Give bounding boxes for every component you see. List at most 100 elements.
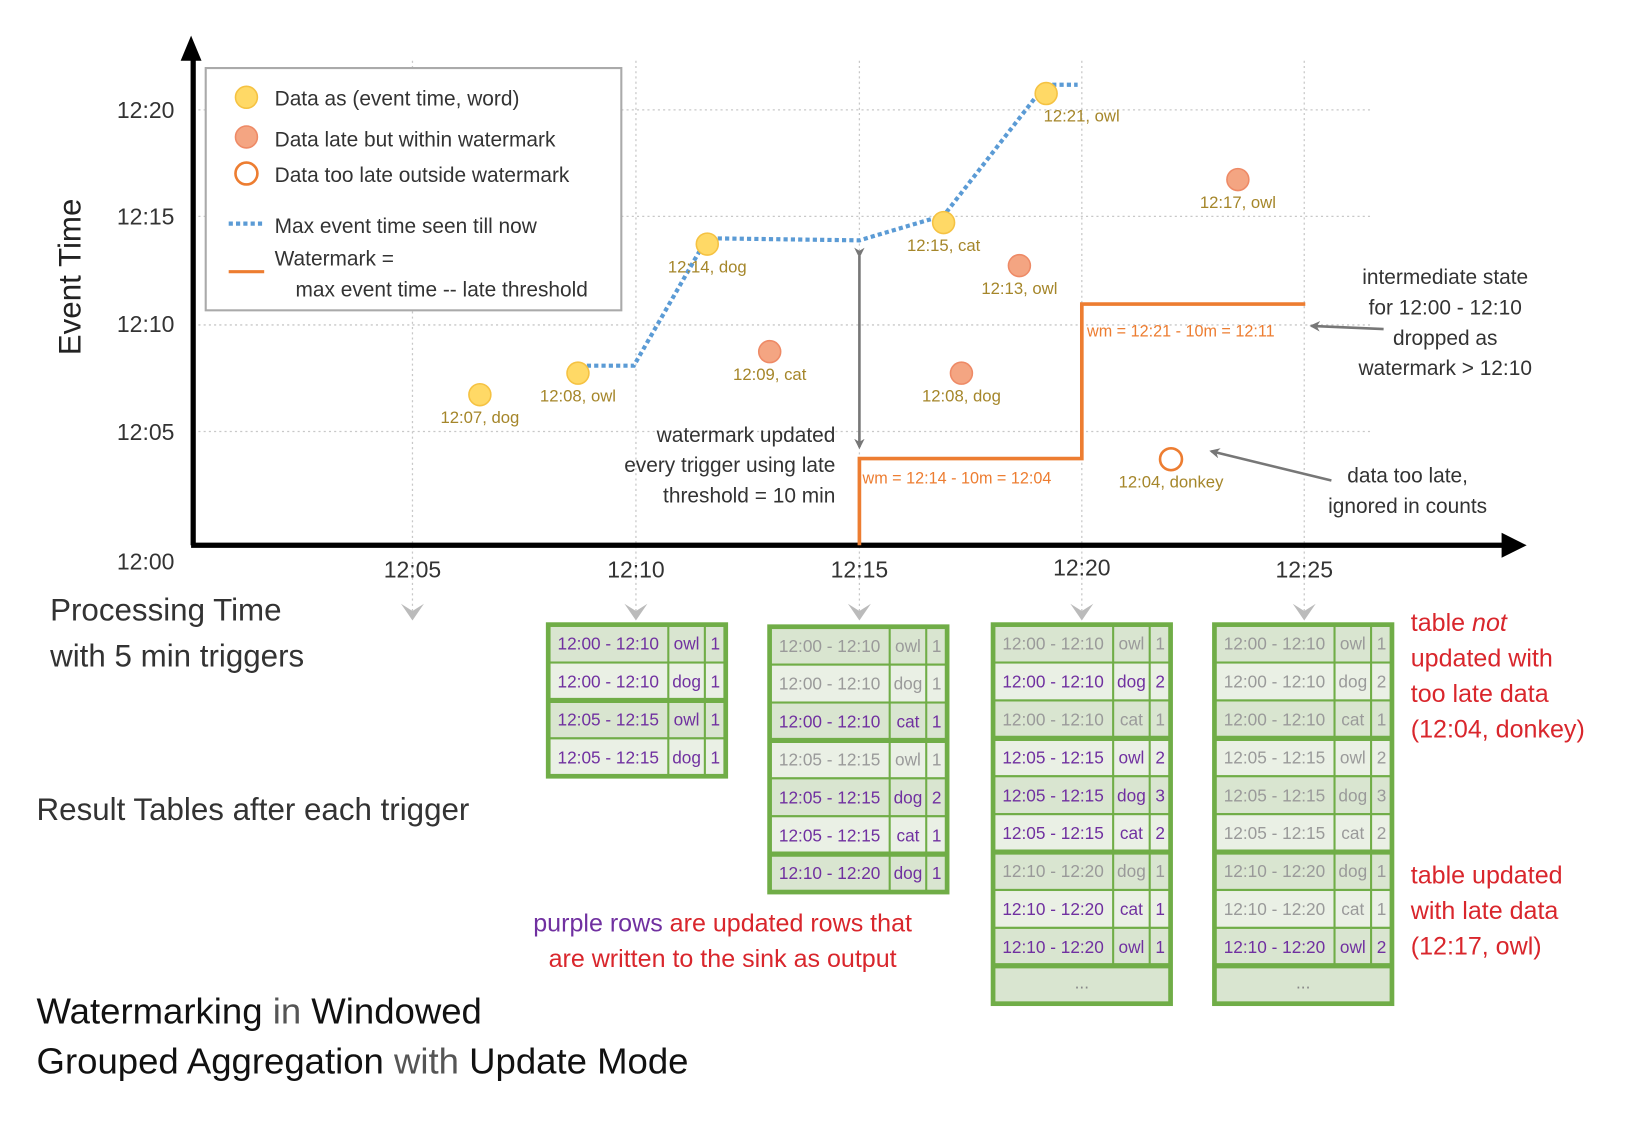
- ellipsis-text: ...: [1296, 973, 1310, 993]
- window-cell: 12:00 - 12:10: [1224, 672, 1325, 692]
- window-cell: 12:00 - 12:10: [1002, 634, 1103, 654]
- intermediate-state-note: dropped as: [1393, 327, 1497, 350]
- updated-note: with late data: [1410, 897, 1559, 925]
- watermark-label: wm = 12:21 - 10m = 12:11: [1086, 322, 1275, 340]
- late-dot-icon: [234, 125, 259, 149]
- word-cell: dog: [894, 787, 923, 807]
- point-label: 12:07, dog: [440, 408, 519, 427]
- row-background: [1213, 661, 1394, 702]
- table-row: 12:00 - 12:10 cat 1: [768, 701, 949, 742]
- word-cell: cat: [1120, 823, 1143, 843]
- count-cell: 1: [711, 747, 721, 767]
- count-cell: 3: [1377, 785, 1387, 805]
- on-time-dot-icon: [234, 85, 259, 110]
- table-row: 12:05 - 12:15 owl 1: [547, 697, 727, 740]
- count-cell: 1: [711, 634, 721, 654]
- window-cell: 12:00 - 12:10: [1002, 710, 1103, 730]
- count-cell: 1: [1155, 937, 1165, 957]
- word-cell: dog: [1117, 861, 1146, 881]
- legend-watermark: Watermark =: [275, 247, 394, 270]
- table-row: 12:10 - 12:20 cat 1: [1213, 888, 1394, 929]
- x-axis-label: Processing Time: [50, 592, 281, 627]
- not-updated-note: updated with: [1411, 644, 1553, 672]
- count-cell: 1: [1155, 634, 1165, 654]
- window-cell: 12:05 - 12:15: [1002, 747, 1103, 767]
- too-late-note: data too late,: [1347, 465, 1468, 488]
- table-row: 12:05 - 12:15 dog 3: [992, 775, 1172, 816]
- table-row: 12:10 - 12:20 owl 2: [1213, 926, 1394, 967]
- intermediate-state-note: watermark > 12:10: [1357, 357, 1531, 380]
- word-cell: dog: [894, 863, 923, 883]
- title-word: in: [263, 991, 312, 1032]
- count-cell: 1: [1377, 710, 1387, 730]
- not-updated-note-emph: not: [1472, 609, 1508, 637]
- result-tables: 12:00 - 12:10 owl 112:00 - 12:10 dog 112:05 …: [545, 622, 1395, 1007]
- ellipsis-row: [992, 964, 1172, 1005]
- window-cell: 12:05 - 12:15: [779, 749, 880, 769]
- word-cell: owl: [895, 636, 921, 656]
- y-axis-arrow-icon: [180, 35, 202, 61]
- title-word: Grouped Aggregation: [37, 1041, 384, 1082]
- result-table: 12:00 - 12:10 owl 112:00 - 12:10 dog 212:00 …: [990, 622, 1173, 1007]
- word-cell: owl: [1119, 634, 1145, 654]
- result-table: 12:00 - 12:10 owl 112:00 - 12:10 dog 212:00 …: [1212, 622, 1395, 1007]
- purple-rows-note-line2: are written to the sink as output: [549, 945, 897, 973]
- legend-too-late: Data too late outside watermark: [275, 164, 570, 187]
- result-table: 12:00 - 12:10 owl 1 12:00 - 12:10 dog 112:00 …: [767, 624, 950, 895]
- x-tick: 12:25: [1276, 557, 1333, 583]
- y-tick: 12:15: [117, 204, 174, 230]
- word-cell: cat: [1341, 899, 1364, 919]
- word-cell: dog: [1117, 672, 1146, 692]
- point-label: 12:17, owl: [1200, 193, 1276, 212]
- table-border: [990, 622, 1173, 1007]
- point-label: 12:15, cat: [907, 236, 981, 255]
- axes: [180, 35, 1527, 558]
- point-label: 12:04, donkey: [1119, 472, 1224, 491]
- table-row: 12:00 - 12:10 cat 1: [1213, 699, 1394, 740]
- table-row: 12:00 - 12:10 dog 2: [992, 661, 1172, 702]
- intermediate-state-note: intermediate state: [1362, 266, 1528, 289]
- table-row: 12:00 - 12:10 dog 1: [768, 663, 949, 704]
- word-cell: owl: [1340, 937, 1366, 957]
- word-cell: dog: [672, 747, 701, 767]
- count-cell: 1: [932, 712, 942, 732]
- table-row: 12:05 - 12:15 cat 1: [768, 815, 949, 856]
- word-cell: dog: [672, 672, 701, 692]
- count-cell: 1: [932, 863, 942, 883]
- table-row: 12:10 - 12:20 dog 1: [992, 849, 1172, 892]
- table-row: 12:10 - 12:20 cat 1: [992, 888, 1172, 929]
- count-cell: 2: [932, 787, 942, 807]
- row-background: [768, 777, 949, 818]
- word-cell: cat: [1120, 899, 1143, 919]
- table-row: 12:05 - 12:15 owl 2: [992, 735, 1172, 778]
- y-tick: 12:10: [117, 311, 174, 337]
- word-cell: owl: [1340, 634, 1366, 654]
- late-point: [757, 339, 782, 364]
- on-time-point: [695, 232, 720, 256]
- word-cell: owl: [674, 634, 700, 654]
- watermark-updated-note: every trigger using late: [624, 454, 835, 477]
- word-cell: owl: [674, 710, 700, 730]
- table-row: 12:05 - 12:15 cat 2: [992, 813, 1172, 854]
- word-cell: cat: [896, 825, 919, 845]
- updated-note: table updated: [1411, 862, 1563, 890]
- table-row: 12:05 - 12:15 cat 2: [1213, 813, 1394, 854]
- point-label: 12:14, dog: [668, 257, 747, 276]
- window-cell: 12:10 - 12:20: [1224, 861, 1325, 881]
- point-label: 12:08, owl: [540, 386, 616, 405]
- x-tick: 12:15: [831, 557, 888, 583]
- table-row: 12:10 - 12:20 dog 1: [1213, 849, 1394, 892]
- watermark-label: wm = 12:14 - 10m = 12:04: [862, 470, 1052, 488]
- window-cell: 12:00 - 12:10: [779, 636, 880, 656]
- row-background: [768, 701, 949, 742]
- count-cell: 1: [711, 710, 721, 730]
- point-label: 12:13, owl: [981, 279, 1057, 298]
- title-word: with: [384, 1041, 469, 1082]
- ellipsis-text: ...: [1075, 973, 1089, 993]
- window-cell: 12:10 - 12:20: [779, 863, 880, 883]
- table-row: 12:00 - 12:10 owl 1: [992, 623, 1172, 664]
- window-cell: 12:05 - 12:15: [1224, 785, 1325, 805]
- watermark-updated-note: watermark updated: [656, 424, 836, 447]
- count-cell: 1: [932, 825, 942, 845]
- table-row: 12:10 - 12:20 owl 1: [992, 926, 1172, 967]
